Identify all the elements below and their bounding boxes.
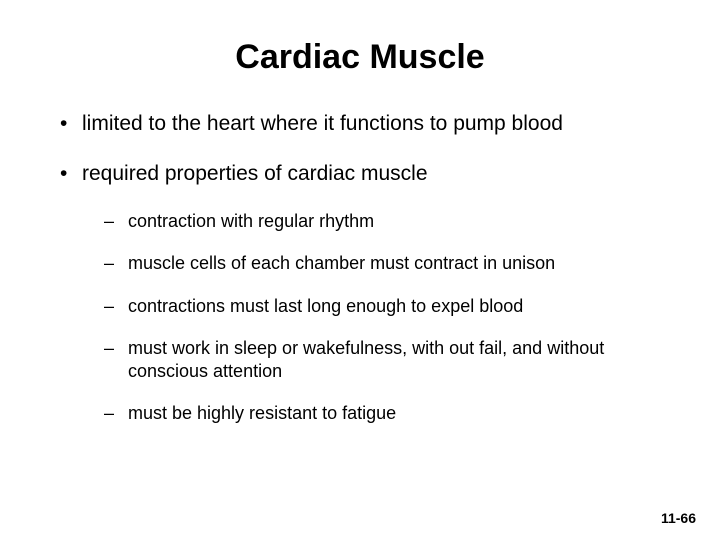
list-item-text: contraction with regular rhythm [128, 211, 374, 231]
list-item-text: must be highly resistant to fatigue [128, 403, 396, 423]
list-item-text: muscle cells of each chamber must contra… [128, 253, 555, 273]
list-item: must work in sleep or wakefulness, with … [100, 337, 672, 382]
list-item: must be highly resistant to fatigue [100, 402, 672, 425]
bullet-list-level1: limited to the heart where it functions … [48, 111, 672, 425]
list-item-text: must work in sleep or wakefulness, with … [128, 338, 604, 381]
list-item-text: contractions must last long enough to ex… [128, 296, 523, 316]
list-item: contractions must last long enough to ex… [100, 295, 672, 318]
slide-container: Cardiac Muscle limited to the heart wher… [0, 0, 720, 540]
slide-title: Cardiac Muscle [48, 38, 672, 77]
list-item: contraction with regular rhythm [100, 210, 672, 233]
list-item: required properties of cardiac muscle co… [54, 161, 672, 424]
list-item: limited to the heart where it functions … [54, 111, 672, 137]
list-item-text: limited to the heart where it functions … [82, 112, 563, 135]
list-item: muscle cells of each chamber must contra… [100, 252, 672, 275]
page-number: 11-66 [661, 510, 696, 526]
bullet-list-level2: contraction with regular rhythm muscle c… [82, 210, 672, 425]
list-item-text: required properties of cardiac muscle [82, 162, 428, 185]
